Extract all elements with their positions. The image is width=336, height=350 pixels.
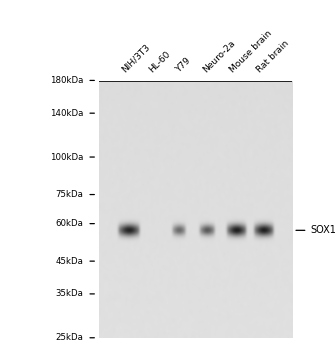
Text: 100kDa: 100kDa	[50, 153, 83, 162]
Text: Mouse brain: Mouse brain	[228, 29, 274, 74]
Text: 45kDa: 45kDa	[55, 257, 83, 266]
Text: SOX11: SOX11	[311, 225, 336, 235]
Text: NIH/3T3: NIH/3T3	[120, 42, 152, 74]
Text: 180kDa: 180kDa	[50, 76, 83, 85]
Text: 35kDa: 35kDa	[55, 289, 83, 299]
Text: 75kDa: 75kDa	[55, 190, 83, 199]
Text: Neuro-2a: Neuro-2a	[201, 38, 237, 74]
Text: Rat brain: Rat brain	[255, 38, 291, 74]
Text: 25kDa: 25kDa	[55, 333, 83, 342]
Text: HL-60: HL-60	[147, 49, 172, 74]
Text: Y79: Y79	[174, 56, 192, 74]
Text: 60kDa: 60kDa	[55, 219, 83, 228]
Text: 140kDa: 140kDa	[50, 109, 83, 118]
